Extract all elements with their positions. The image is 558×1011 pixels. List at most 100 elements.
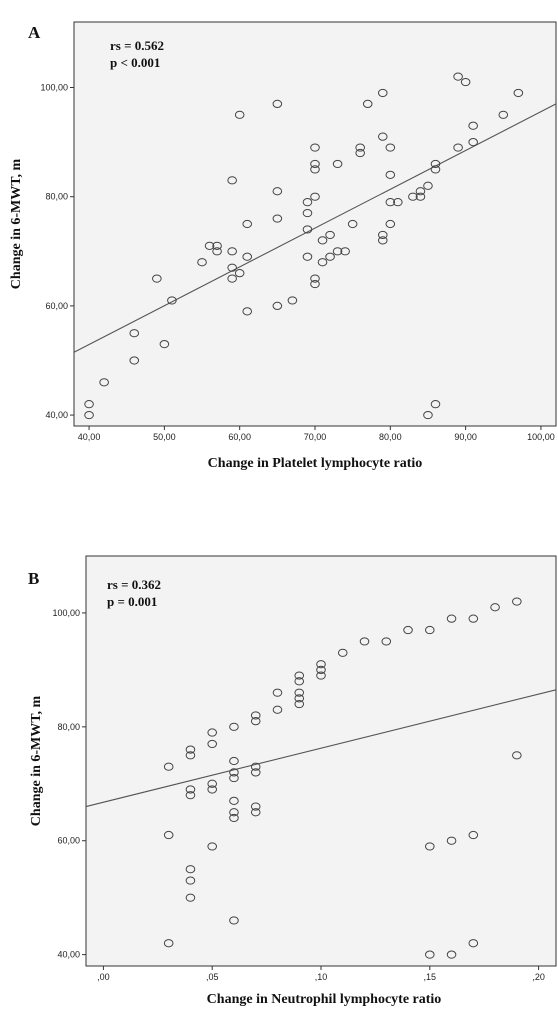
panel-a-y-axis-title: Change in 6-MWT, m [9,158,24,289]
panel-a-plot-area [73,21,557,427]
panel-a-data-point [272,99,283,108]
panel-a-y-tick-label: 100,00 [40,83,68,93]
panel-a-data-point [317,258,328,267]
panel-a-data-point [129,356,140,365]
panel-a-x-tick-label: 70,00 [304,432,327,442]
panel-a-data-point [159,340,170,349]
panel-b-data-point [185,785,196,794]
panel-b-p-stat: p = 0.001 [107,594,157,609]
panel-b-data-point [381,637,392,646]
panel-b-data-point [446,836,457,845]
panel-b-x-axis-title: Change in Neutrophil lymphocyte ratio [207,992,442,1007]
panel-a-data-point [385,143,396,152]
panel-a-data-point [84,400,94,409]
panel-b-data-point [250,802,261,811]
panel-b-x-tick-label: ,20 [532,972,545,982]
panel-b-data-point [250,717,261,726]
panel-b-data-point [359,637,370,646]
panel-b-data-point [446,950,457,959]
panel-a-data-point [310,192,320,201]
panel-a-data-point [302,208,313,218]
panel-a-data-point [377,132,388,141]
panel-a-data-point [498,110,509,119]
panel-a-data-point [385,219,396,229]
panel-a-data-point [415,187,426,196]
panel-a-data-point [423,181,433,190]
panel-a-data-point [227,176,237,185]
panel-a-x-tick-label: 80,00 [379,432,402,442]
panel-a-data-point [310,274,320,283]
panel-b: B rs = 0.362 p = 0.001 ,00 ,05 ,10 ,15 ,20 40… [28,555,557,1007]
panel-b-data-point [294,694,305,703]
panel-b-y-tick-label: 60,00 [57,836,80,846]
panel-b-data-point [250,762,261,771]
panel-b-data-point [229,756,239,766]
panel-a-data-point [430,165,441,174]
panel-b-data-point [468,830,479,840]
panel-b-data-point [185,865,196,874]
panel-a-data-point [362,99,373,108]
panel-b-data-point [163,939,174,948]
panel-a-data-point [227,263,237,272]
panel-a-data-point [347,219,358,229]
panel-a-x-tick-label: 100,00 [527,432,555,442]
panel-a-data-point [408,192,418,201]
panel-a-x-tick-label: 50,00 [153,432,176,442]
panel-a-data-point [272,301,283,310]
panel-b-data-point [229,916,239,925]
panel-a-data-point [393,198,403,207]
panel-a-data-point [272,214,283,223]
panel-b-data-point [316,671,326,680]
panel-b-data-point [185,791,196,800]
panel-b-data-point [294,699,305,709]
panel-b-data-point [294,671,305,680]
panel-a-data-point [468,138,478,147]
panel-b-data-point [272,705,283,714]
panel-a-data-point [212,241,222,250]
panel-b-data-point [229,722,239,731]
panel-b-y-tick-label: 80,00 [57,722,80,732]
panel-a-data-point [385,170,396,179]
panel-b-data-point [468,614,479,623]
panel-b-label: B [28,569,39,588]
panel-a-data-point [212,247,222,256]
panel-a-data-point [204,241,215,250]
panel-a-data-point [355,143,365,152]
panel-b-data-point [185,751,196,760]
panel-b-data-point [163,762,174,771]
panel-b-data-point [229,796,239,805]
panel-a-data-point [430,159,441,169]
panel-a-data-point [287,296,298,305]
panel-a-data-point [310,279,320,289]
panel-b-data-point [229,768,239,777]
panel-b-data-point [163,830,174,840]
panel-a-data-point [84,410,94,420]
panel-a-data-point [385,198,396,207]
panel-b-data-point [337,648,348,657]
panel-a-data-point [513,88,524,98]
panel-b-data-point [316,660,326,669]
panel-b-data-point [185,876,196,885]
panel-b-rs-stat: rs = 0.362 [107,577,161,592]
panel-b-data-point [294,677,305,686]
panel-b-data-point [446,614,457,623]
panel-b-data-point [250,808,261,817]
panel-b-data-point [250,768,261,777]
panel-a-data-point [227,247,237,256]
panel-a-data-point [415,192,426,201]
panel-b-data-point [185,745,196,754]
panel-a-data-point [242,307,253,316]
panel-a-x-tick-label: 40,00 [78,432,101,442]
panel-a-p-stat: p < 0.001 [110,55,160,70]
panel-a-data-point [152,274,162,283]
panel-a-data-point [310,143,320,152]
panel-a-data-point [377,88,388,98]
panel-b-data-point [207,779,218,788]
panel-a: A rs = 0.562 p < 0.001 40,00 50,00 60,00 70… [9,21,557,471]
panel-a-data-point [340,247,350,256]
panel-a-x-axis-title: Change in Platelet lymphocyte ratio [208,456,423,471]
panel-a-data-point [453,72,463,81]
panel-a-data-point [197,258,207,267]
panel-b-x-tick-label: ,05 [206,972,219,982]
panel-b-data-point [490,603,500,612]
